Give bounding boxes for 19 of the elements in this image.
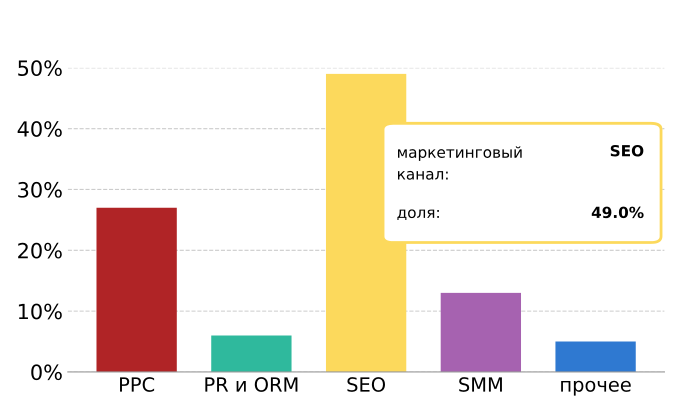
y-tick-label: 10% xyxy=(18,304,62,320)
x-tick-label: PPC xyxy=(120,377,154,392)
annotation: маркетинговый канал: xyxy=(398,146,522,180)
y-tick-label: 0% xyxy=(31,364,62,380)
bar xyxy=(440,292,522,372)
annotation: доля: xyxy=(397,209,439,220)
x-tick-label: SMM xyxy=(459,377,502,392)
bar xyxy=(96,208,177,372)
x-tick-label: PR и ORM xyxy=(205,377,298,392)
bar xyxy=(211,335,292,372)
y-tick-label: 40% xyxy=(18,121,62,137)
bar xyxy=(555,342,636,372)
y-tick-label: 30% xyxy=(18,182,62,198)
x-tick-label: SEO xyxy=(347,377,385,392)
annotation: 49.0% xyxy=(592,206,644,218)
y-tick-label: 20% xyxy=(18,242,62,259)
annotation: SEO xyxy=(610,144,644,157)
x-tick-label: прочее xyxy=(561,380,631,396)
y-tick-label: 50% xyxy=(18,60,62,76)
